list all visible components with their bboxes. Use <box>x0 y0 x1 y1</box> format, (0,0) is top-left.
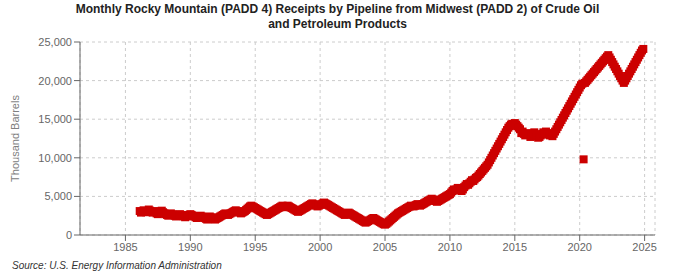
svg-text:Thousand Barrels: Thousand Barrels <box>9 95 21 182</box>
svg-text:1990: 1990 <box>178 241 202 253</box>
svg-text:2000: 2000 <box>308 241 332 253</box>
svg-text:2020: 2020 <box>567 241 591 253</box>
svg-text:2010: 2010 <box>438 241 462 253</box>
svg-text:20,000: 20,000 <box>38 75 72 87</box>
svg-text:15,000: 15,000 <box>38 113 72 125</box>
svg-text:2025: 2025 <box>632 241 656 253</box>
svg-text:1985: 1985 <box>113 241 137 253</box>
svg-text:5,000: 5,000 <box>44 190 72 202</box>
svg-text:0: 0 <box>66 229 72 241</box>
svg-text:10,000: 10,000 <box>38 152 72 164</box>
svg-text:2005: 2005 <box>373 241 397 253</box>
html-text:and Petroleum Products: and Petroleum Products <box>268 17 407 31</box>
html-text:Monthly Rocky Mountain (PADD 4: Monthly Rocky Mountain (PADD 4) Receipts… <box>75 2 600 16</box>
svg-text:2015: 2015 <box>503 241 527 253</box>
svg-text:1995: 1995 <box>243 241 267 253</box>
svg-text:25,000: 25,000 <box>38 36 72 48</box>
html-text:Source: U.S. Energy Informatio: Source: U.S. Energy Information Administ… <box>12 260 222 271</box>
